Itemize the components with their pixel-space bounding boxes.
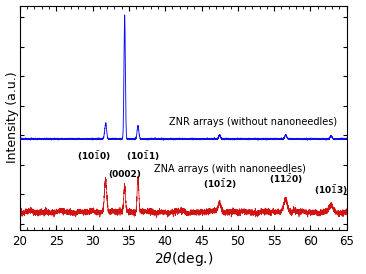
Text: (11$\bar{2}$0): (11$\bar{2}$0) (269, 172, 303, 186)
X-axis label: $2\theta$(deg.): $2\theta$(deg.) (154, 250, 213, 269)
Text: (10$\bar{1}$1): (10$\bar{1}$1) (126, 149, 160, 162)
Text: (10$\bar{1}$3): (10$\bar{1}$3) (314, 183, 348, 197)
Text: ZNR arrays (without nanoneedles): ZNR arrays (without nanoneedles) (169, 117, 337, 127)
Text: (0002): (0002) (108, 170, 141, 179)
Text: ZNA arrays (with nanoneedles): ZNA arrays (with nanoneedles) (154, 164, 306, 174)
Text: (10$\bar{1}$2): (10$\bar{1}$2) (203, 177, 237, 191)
Text: (10$\bar{1}$0): (10$\bar{1}$0) (77, 149, 111, 162)
Y-axis label: Intensity (a.u.): Intensity (a.u.) (5, 72, 19, 164)
